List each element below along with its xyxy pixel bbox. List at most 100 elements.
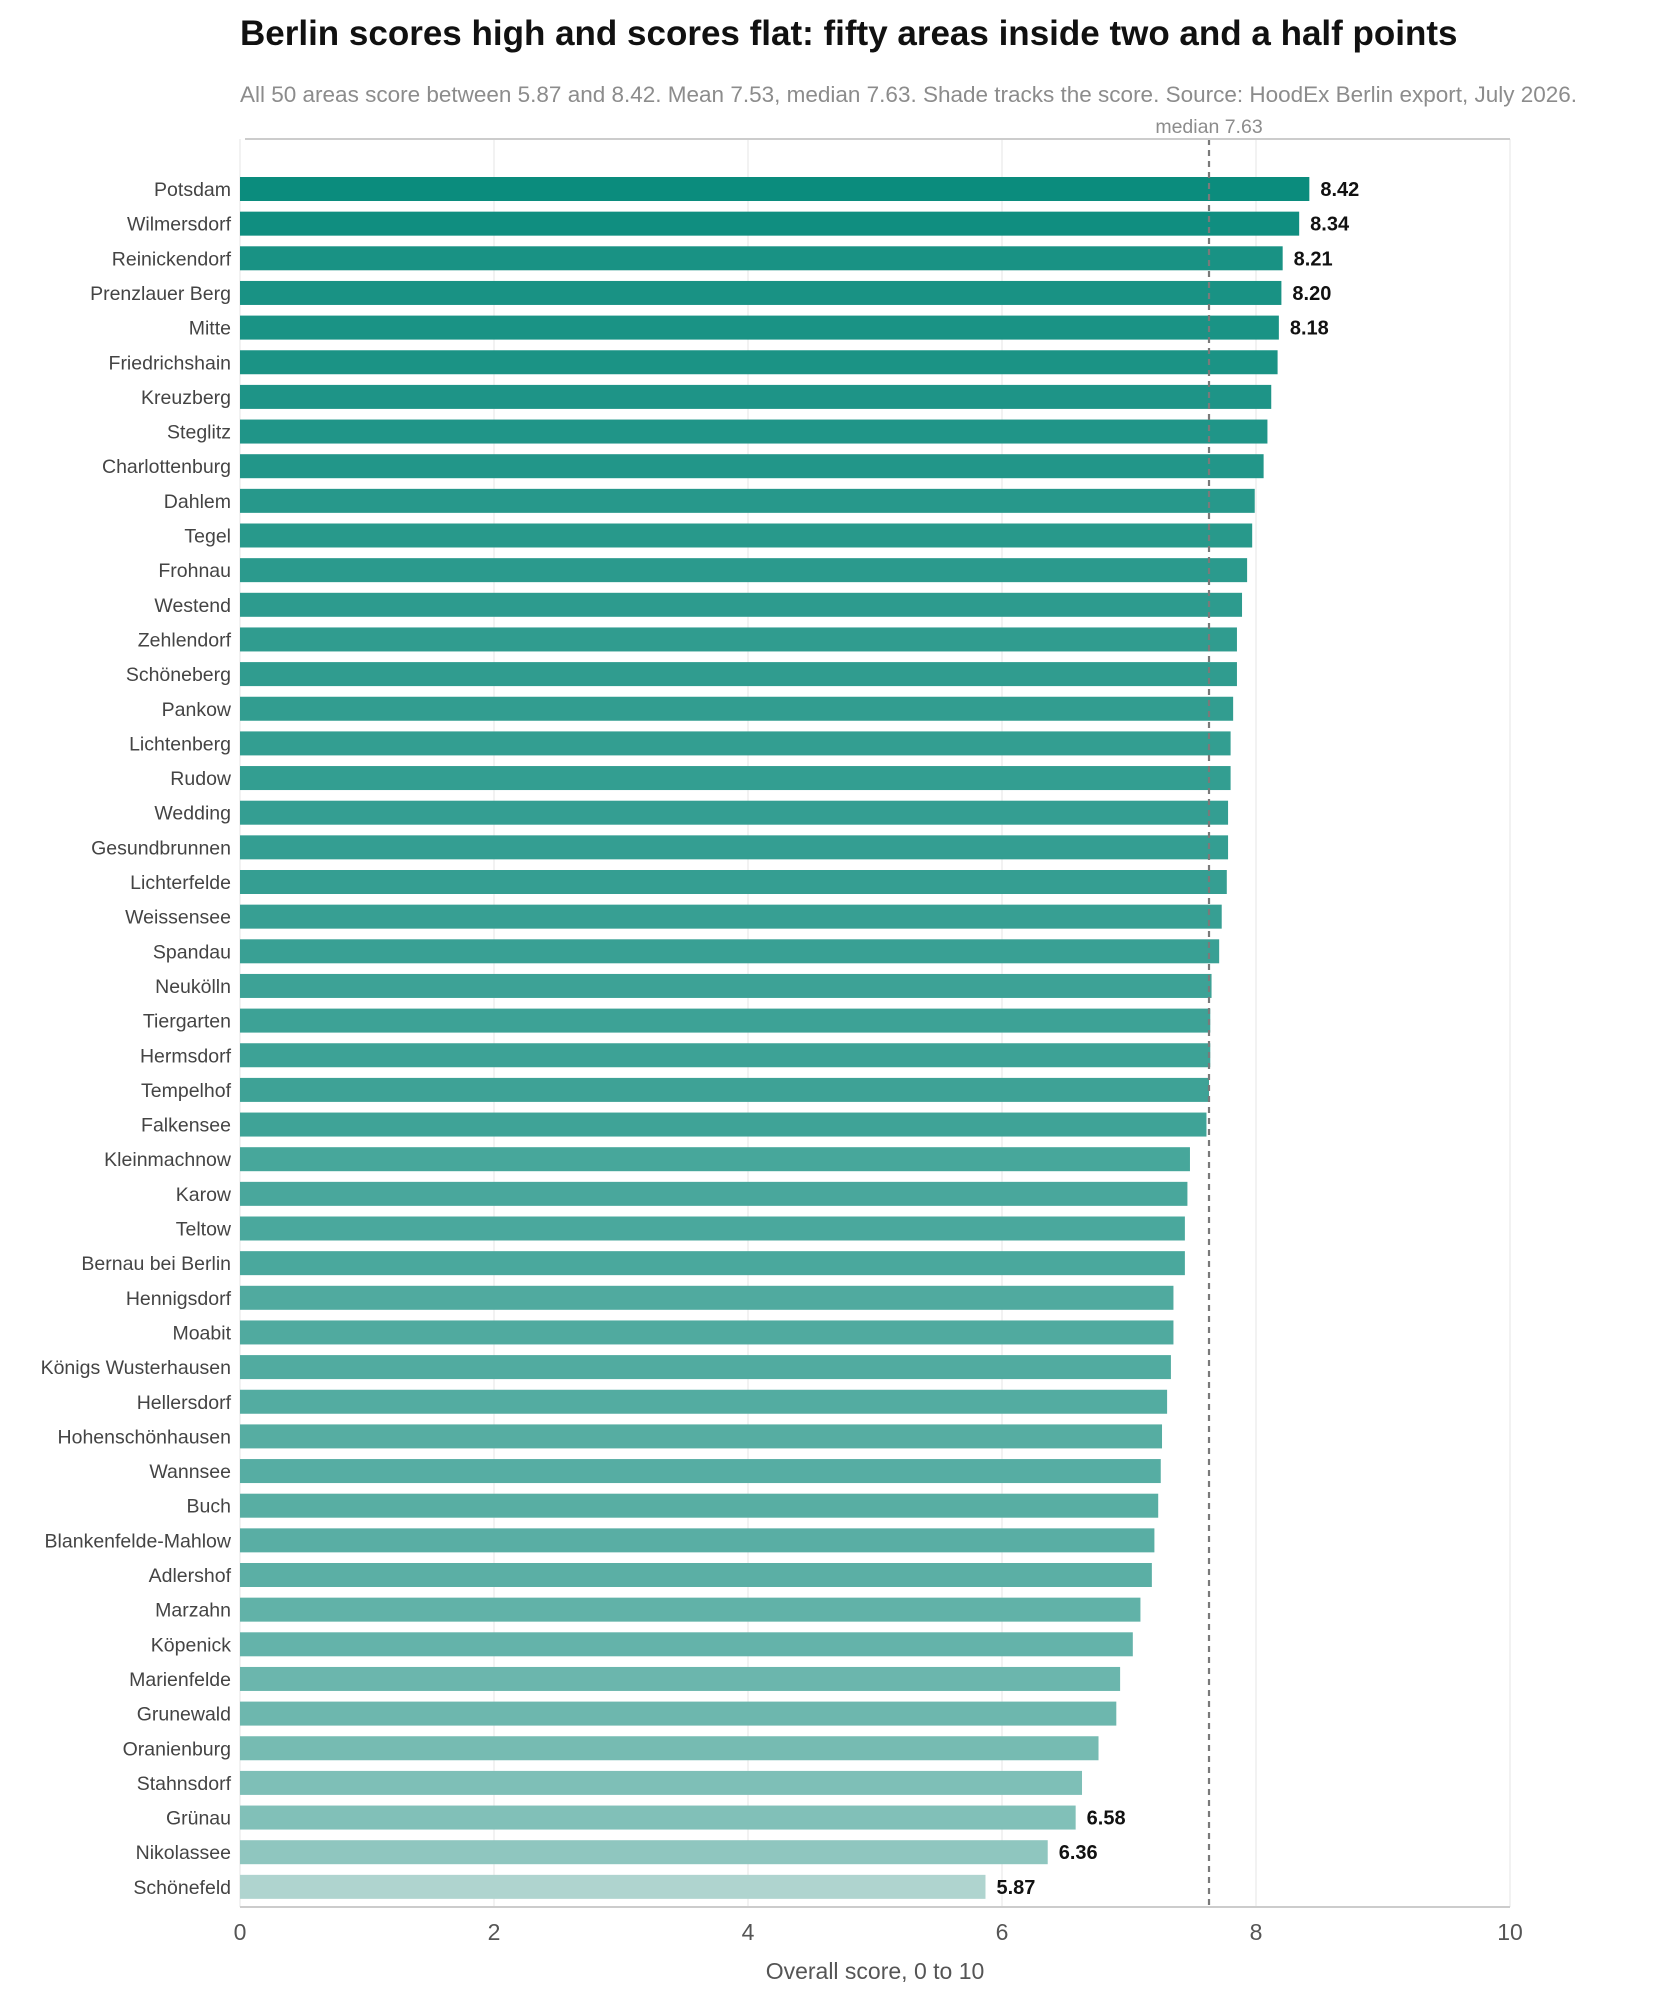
chart-subtitle: All 50 areas score between 5.87 and 8.42… — [240, 82, 1578, 107]
category-label: Steglitz — [167, 422, 231, 444]
category-label: Bernau bei Berlin — [81, 1253, 231, 1275]
bar — [240, 1008, 1211, 1033]
bar — [240, 1736, 1099, 1761]
bar — [240, 384, 1272, 409]
category-label: Grunewald — [137, 1704, 231, 1726]
value-labels: 8.42 8.34 8.21 8.20 8.18 6.58 6.36 5.87 — [996, 179, 1359, 1899]
value-label: 8.18 — [1290, 318, 1329, 340]
category-label: Zehlendorf — [138, 629, 232, 651]
value-label: 8.20 — [1292, 283, 1331, 305]
category-label: Wilmersdorf — [127, 214, 232, 236]
bar — [240, 1320, 1174, 1345]
bar — [240, 1424, 1163, 1449]
x-tick-label: 8 — [1250, 1919, 1263, 1945]
category-label: Stahnsdorf — [137, 1773, 232, 1795]
value-label: 6.36 — [1059, 1842, 1098, 1864]
bar — [240, 315, 1279, 340]
category-label: Hohenschönhausen — [58, 1426, 231, 1448]
category-label: Wannsee — [149, 1461, 231, 1483]
bar — [240, 1112, 1207, 1137]
category-label: Nikolassee — [136, 1842, 231, 1864]
x-tick-label: 10 — [1497, 1919, 1523, 1945]
category-label: Gesundbrunnen — [91, 837, 231, 859]
bar — [240, 1389, 1168, 1414]
bar — [240, 696, 1234, 721]
value-label: 8.21 — [1294, 248, 1333, 270]
category-label: Falkensee — [141, 1115, 231, 1137]
bar — [240, 662, 1237, 687]
x-tick-label: 4 — [742, 1919, 755, 1945]
bar — [240, 1459, 1161, 1484]
bar — [240, 350, 1278, 375]
median-label: median 7.63 — [1155, 116, 1262, 138]
category-label: Moabit — [172, 1322, 231, 1344]
x-axis-label: Overall score, 0 to 10 — [766, 1958, 985, 1984]
value-label: 8.42 — [1320, 179, 1359, 201]
category-label: Dahlem — [164, 491, 231, 513]
bar — [240, 766, 1231, 791]
category-label: Teltow — [176, 1219, 232, 1241]
bar — [240, 1840, 1048, 1865]
category-label: Potsdam — [154, 179, 231, 201]
bar — [240, 1181, 1188, 1206]
category-label: Kleinmachnow — [104, 1149, 232, 1171]
category-label: Friedrichshain — [109, 352, 231, 374]
bar — [240, 246, 1283, 271]
median-marker: median 7.63 — [1155, 116, 1263, 1907]
category-label: Karow — [176, 1184, 232, 1206]
category-label: Marzahn — [155, 1600, 231, 1622]
bar — [240, 211, 1300, 236]
category-label: Lichtenberg — [129, 733, 231, 755]
bar — [240, 1493, 1159, 1518]
bar — [240, 1874, 986, 1899]
category-label: Buch — [187, 1496, 231, 1518]
category-label: Neukölln — [155, 976, 231, 998]
category-label: Marienfelde — [129, 1669, 231, 1691]
category-label: Mitte — [189, 318, 231, 340]
bars — [240, 177, 1310, 1899]
category-label: Hellersdorf — [137, 1392, 232, 1414]
bar — [240, 1285, 1174, 1310]
bar — [240, 1216, 1185, 1241]
bar — [240, 1528, 1155, 1553]
bar — [240, 973, 1212, 998]
bar — [240, 835, 1229, 860]
bar — [240, 523, 1253, 548]
category-label: Tiergarten — [143, 1011, 231, 1033]
category-label: Blankenfelde-Mahlow — [45, 1530, 232, 1552]
bar — [240, 904, 1222, 929]
x-tick-label: 0 — [234, 1919, 247, 1945]
bar — [240, 419, 1268, 444]
category-label: Königs Wusterhausen — [41, 1357, 231, 1379]
chart-title: Berlin scores high and scores flat: fift… — [240, 14, 1458, 53]
bar — [240, 870, 1227, 894]
category-label: Wedding — [154, 803, 231, 825]
bar — [240, 939, 1220, 964]
category-label: Reinickendorf — [112, 248, 232, 270]
bar — [240, 1805, 1076, 1830]
x-axis: 0 2 4 6 8 10 Overall score, 0 to 10 — [234, 138, 1523, 1984]
category-label: Tempelhof — [141, 1080, 232, 1102]
category-label: Weissensee — [125, 907, 231, 929]
bar — [240, 731, 1231, 756]
category-label: Oranienburg — [123, 1738, 231, 1760]
value-label: 6.58 — [1087, 1808, 1126, 1830]
category-label: Charlottenburg — [102, 456, 231, 478]
bar — [240, 177, 1310, 201]
bar — [240, 1563, 1152, 1587]
bar — [240, 1701, 1117, 1726]
category-label: Schönefeld — [133, 1877, 231, 1899]
bar — [240, 454, 1264, 479]
category-label: Prenzlauer Berg — [90, 283, 231, 305]
category-label: Grünau — [166, 1808, 231, 1830]
category-label: Schöneberg — [126, 664, 231, 686]
category-label: Köpenick — [151, 1634, 231, 1656]
bar — [240, 592, 1243, 617]
category-label: Tegel — [184, 526, 231, 548]
category-label: Frohnau — [158, 560, 231, 582]
category-label: Spandau — [153, 941, 231, 963]
category-label: Lichterfelde — [130, 872, 231, 894]
bar — [240, 1251, 1185, 1276]
